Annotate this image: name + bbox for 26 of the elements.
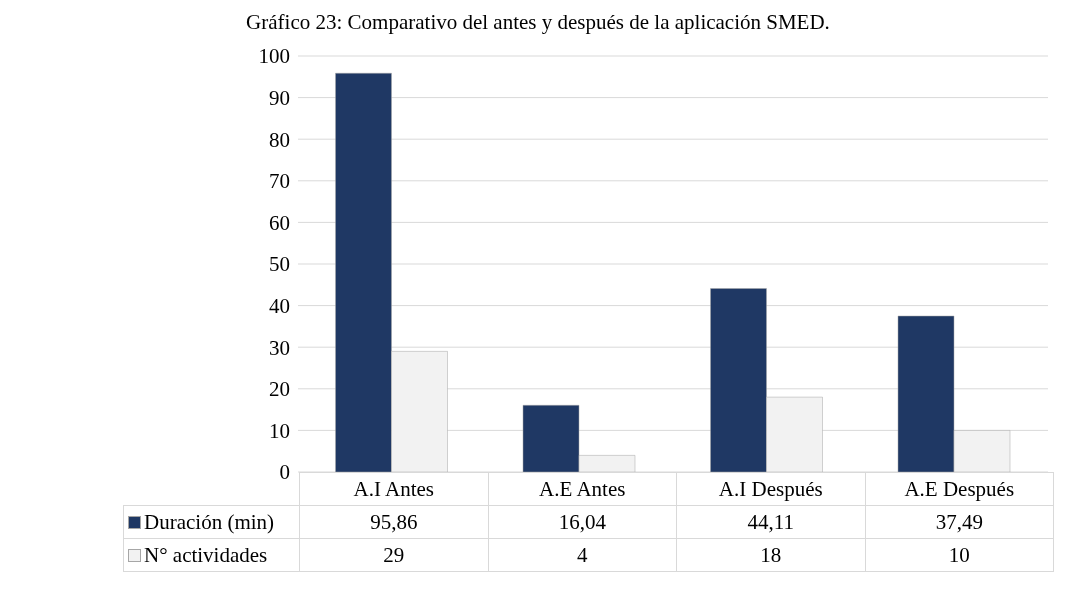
data-label: 10 — [865, 538, 1054, 572]
y-tick-label: 60 — [269, 210, 290, 235]
x-tick-label: A.I Después — [676, 472, 865, 506]
y-tick-label: 90 — [269, 86, 290, 111]
data-label: 95,86 — [299, 505, 488, 539]
x-tick-label: A.E Antes — [488, 472, 677, 506]
y-tick-label: 50 — [269, 252, 290, 277]
data-label: 16,04 — [488, 505, 677, 539]
x-tick-label: A.I Antes — [299, 472, 488, 506]
y-tick-label: 0 — [279, 460, 290, 485]
x-tick-label: A.E Después — [865, 472, 1054, 506]
y-tick-label: 80 — [269, 127, 290, 152]
data-label: 18 — [676, 538, 865, 572]
data-label: 4 — [488, 538, 677, 572]
y-tick-label: 40 — [269, 294, 290, 319]
legend-label: Duración (min) — [144, 509, 275, 534]
y-tick-label: 70 — [269, 169, 290, 194]
legend-label: N° actividades — [144, 542, 268, 567]
data-label: 44,11 — [676, 505, 865, 539]
data-label: 29 — [299, 538, 488, 572]
chart-title: Gráfico 23: Comparativo del antes y después de la aplicación SMED. — [245, 9, 831, 36]
y-tick-label: 30 — [269, 335, 290, 360]
data-label: 37,49 — [865, 505, 1054, 539]
y-tick-label: 20 — [269, 377, 290, 402]
y-tick-label: 10 — [269, 418, 290, 443]
y-tick-label: 100 — [258, 44, 290, 69]
